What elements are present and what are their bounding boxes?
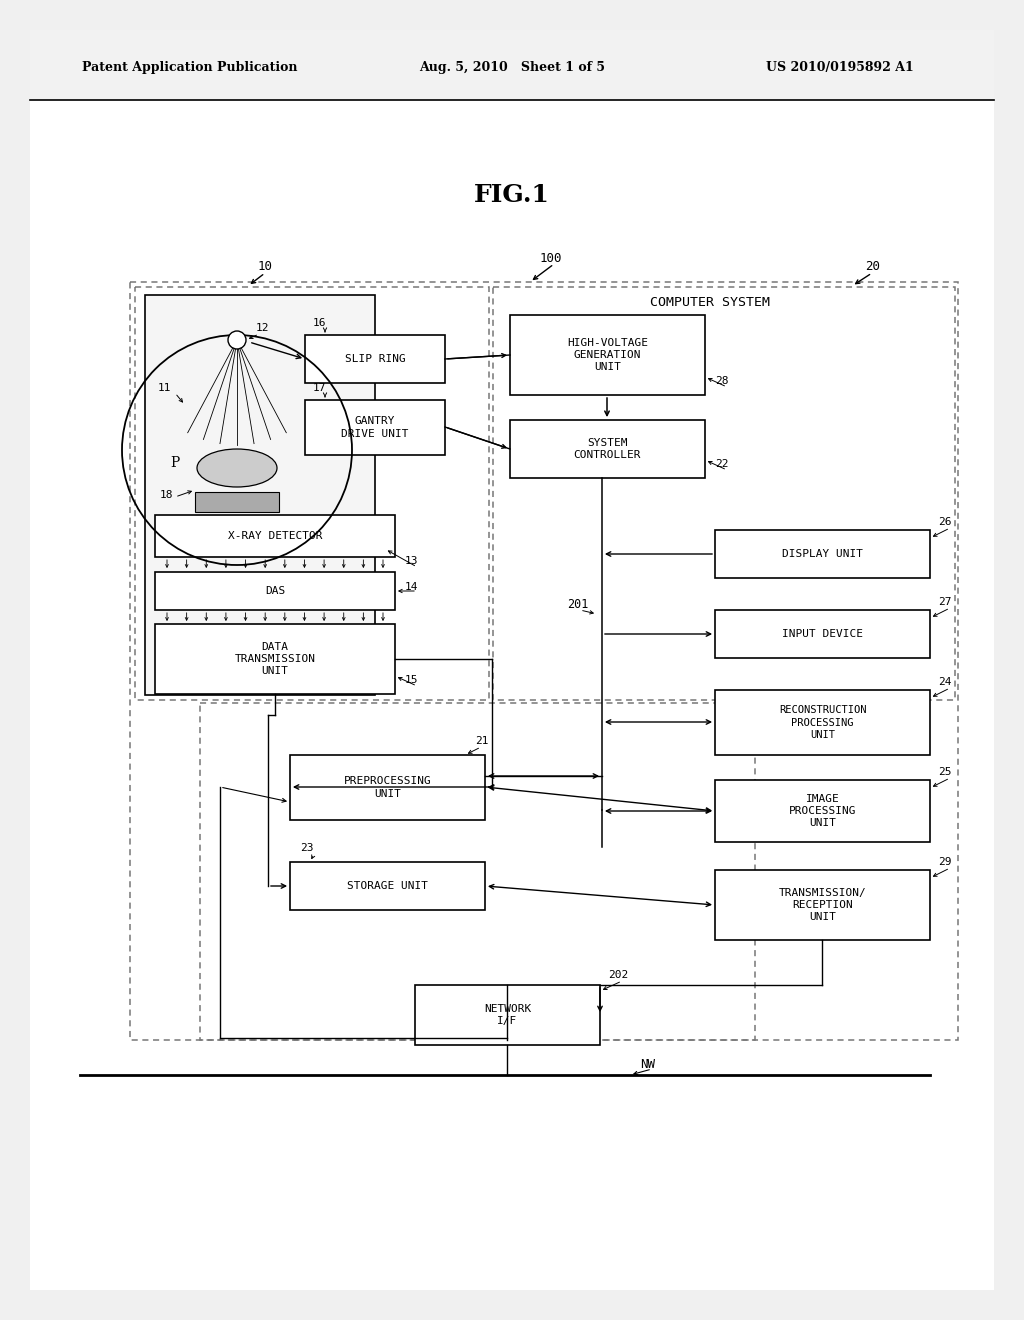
Text: 100: 100 — [540, 252, 562, 264]
Bar — [510, 420, 705, 478]
Bar — [135, 286, 489, 700]
Bar — [290, 755, 485, 820]
Bar — [305, 335, 445, 383]
Text: 11: 11 — [158, 383, 171, 393]
Text: 12: 12 — [256, 323, 269, 333]
Text: X-RAY DETECTOR: X-RAY DETECTOR — [227, 531, 323, 541]
Text: 26: 26 — [938, 517, 951, 527]
Bar — [715, 610, 930, 657]
Text: Aug. 5, 2010   Sheet 1 of 5: Aug. 5, 2010 Sheet 1 of 5 — [419, 62, 605, 74]
Text: RECONSTRUCTION
PROCESSING
UNIT: RECONSTRUCTION PROCESSING UNIT — [778, 705, 866, 741]
Text: 201: 201 — [567, 598, 589, 611]
Text: SLIP RING: SLIP RING — [345, 354, 406, 364]
Text: IMAGE
PROCESSING
UNIT: IMAGE PROCESSING UNIT — [788, 793, 856, 829]
Text: 17: 17 — [313, 383, 327, 393]
Text: DATA
TRANSMISSION
UNIT: DATA TRANSMISSION UNIT — [234, 642, 315, 676]
Text: US 2010/0195892 A1: US 2010/0195892 A1 — [766, 62, 913, 74]
Bar — [415, 985, 600, 1045]
Bar — [715, 780, 930, 842]
Text: 18: 18 — [160, 490, 173, 500]
Text: COMPUTER SYSTEM: COMPUTER SYSTEM — [650, 296, 770, 309]
Text: 22: 22 — [715, 459, 728, 469]
Text: 20: 20 — [865, 260, 880, 273]
Text: 13: 13 — [406, 556, 419, 566]
Text: 10: 10 — [258, 260, 273, 273]
Bar — [715, 531, 930, 578]
Text: 21: 21 — [475, 737, 488, 746]
Bar — [155, 624, 395, 694]
Bar — [510, 315, 705, 395]
Circle shape — [228, 331, 246, 348]
Bar — [130, 282, 958, 1040]
Bar — [493, 286, 955, 700]
Text: 23: 23 — [300, 843, 313, 853]
Text: STORAGE UNIT: STORAGE UNIT — [347, 880, 428, 891]
Text: 16: 16 — [313, 318, 327, 327]
Bar — [715, 690, 930, 755]
Text: 28: 28 — [715, 376, 728, 385]
Text: 27: 27 — [938, 597, 951, 607]
Text: 24: 24 — [938, 677, 951, 686]
Bar — [200, 704, 755, 1040]
Bar — [30, 30, 994, 100]
Bar — [155, 572, 395, 610]
Text: TRANSMISSION/
RECEPTION
UNIT: TRANSMISSION/ RECEPTION UNIT — [778, 887, 866, 923]
Text: NETWORK
I/F: NETWORK I/F — [484, 1003, 531, 1026]
Text: 25: 25 — [938, 767, 951, 777]
Text: FIG.1: FIG.1 — [474, 183, 550, 207]
Ellipse shape — [197, 449, 278, 487]
Bar — [715, 870, 930, 940]
Bar — [155, 515, 395, 557]
Text: PREPROCESSING
UNIT: PREPROCESSING UNIT — [344, 776, 431, 799]
Text: 202: 202 — [608, 970, 629, 979]
Text: 14: 14 — [406, 582, 419, 591]
Text: SYSTEM
CONTROLLER: SYSTEM CONTROLLER — [573, 438, 641, 461]
Text: 29: 29 — [938, 857, 951, 867]
Text: GANTRY
DRIVE UNIT: GANTRY DRIVE UNIT — [341, 416, 409, 438]
Bar — [145, 294, 375, 696]
Text: Patent Application Publication: Patent Application Publication — [82, 62, 298, 74]
Text: DISPLAY UNIT: DISPLAY UNIT — [782, 549, 863, 558]
Text: DAS: DAS — [265, 586, 285, 597]
Bar — [195, 492, 279, 512]
Text: INPUT DEVICE: INPUT DEVICE — [782, 630, 863, 639]
Bar — [305, 400, 445, 455]
Text: HIGH-VOLTAGE
GENERATION
UNIT: HIGH-VOLTAGE GENERATION UNIT — [567, 338, 648, 372]
Text: 15: 15 — [406, 675, 419, 685]
Bar — [290, 862, 485, 909]
Text: NW: NW — [640, 1059, 655, 1072]
Text: P: P — [170, 455, 179, 470]
